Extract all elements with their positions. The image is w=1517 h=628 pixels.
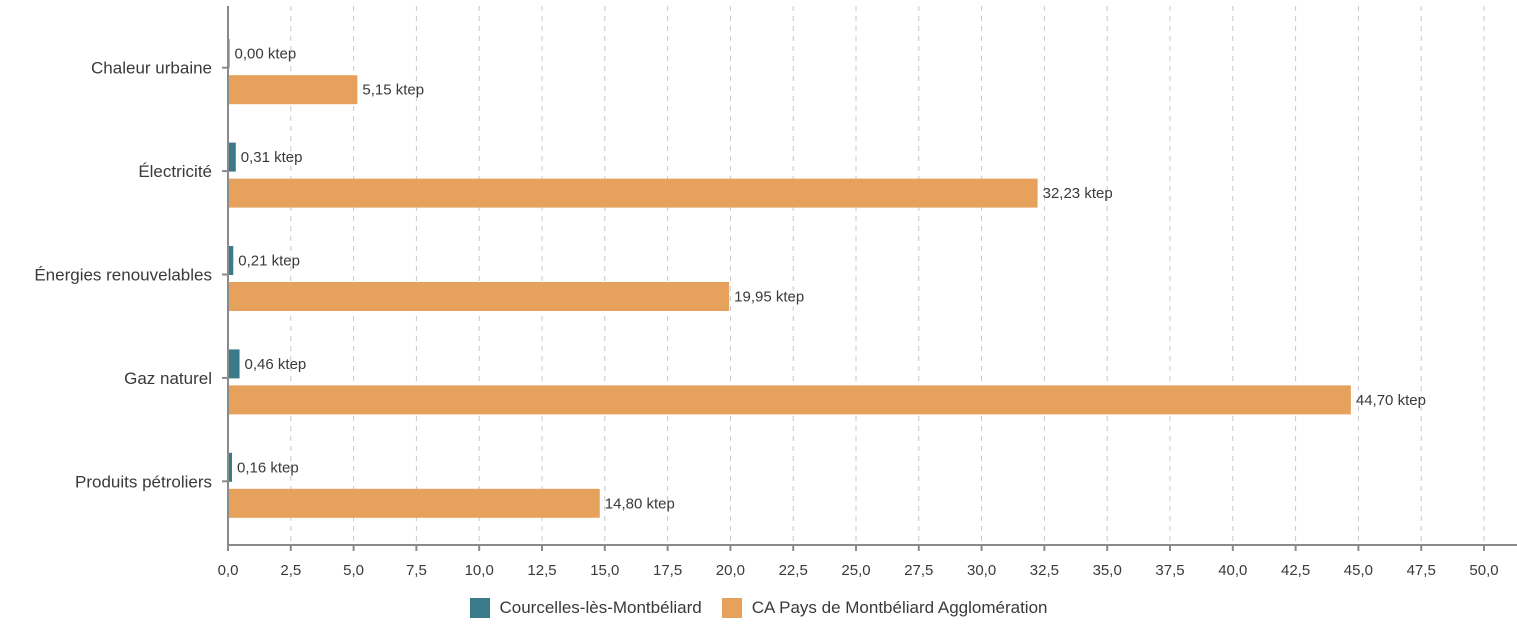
x-tick-label: 10,0 bbox=[465, 562, 494, 579]
x-tick-label: 15,0 bbox=[590, 562, 619, 579]
x-tick-label: 20,0 bbox=[716, 562, 745, 579]
x-tick-label: 45,0 bbox=[1344, 562, 1373, 579]
data-label: 0,16 ktep bbox=[237, 459, 299, 476]
bar-ca-pma[interactable] bbox=[228, 385, 1351, 415]
data-label: 0,21 ktep bbox=[238, 253, 300, 270]
category-label: Gaz naturel bbox=[124, 369, 212, 388]
x-tick-label: 37,5 bbox=[1155, 562, 1184, 579]
x-tick-label: 47,5 bbox=[1407, 562, 1436, 579]
x-tick-label: 7,5 bbox=[406, 562, 427, 579]
data-label: 0,31 ktep bbox=[241, 149, 303, 166]
x-tick-label: 0,0 bbox=[218, 562, 239, 579]
category-label: Énergies renouvelables bbox=[34, 266, 212, 285]
bar-courcelles[interactable] bbox=[228, 452, 233, 482]
category-label: Produits pétroliers bbox=[75, 472, 212, 491]
x-tick-label: 35,0 bbox=[1093, 562, 1122, 579]
legend-swatch bbox=[721, 598, 742, 618]
category-label: Chaleur urbaine bbox=[91, 59, 212, 78]
x-tick-label: 12,5 bbox=[527, 562, 556, 579]
category-label: Électricité bbox=[138, 162, 212, 181]
x-tick-label: 30,0 bbox=[967, 562, 996, 579]
bar-ca-pma[interactable] bbox=[228, 282, 730, 311]
data-label: 32,23 ktep bbox=[1043, 185, 1113, 202]
data-label: 0,46 ktep bbox=[245, 356, 307, 373]
bar-courcelles[interactable] bbox=[228, 246, 234, 275]
x-tick-label: 27,5 bbox=[904, 562, 933, 579]
data-label: 5,15 ktep bbox=[362, 82, 424, 99]
x-tick-label: 17,5 bbox=[653, 562, 682, 579]
x-tick-label: 5,0 bbox=[343, 562, 364, 579]
legend-item-series-2[interactable]: CA Pays de Montbéliard Agglomération bbox=[721, 598, 1048, 618]
x-tick-label: 42,5 bbox=[1281, 562, 1310, 579]
legend-label: CA Pays de Montbéliard Agglomération bbox=[751, 598, 1048, 617]
bar-chart: 0,00 ktep 5,15 ktep Chaleur urbaine 0,31 kt… bbox=[34, 6, 1517, 579]
x-tick-label: 25,0 bbox=[841, 562, 870, 579]
legend-label: Courcelles-lès-Montbéliard bbox=[499, 598, 702, 617]
legend-swatch bbox=[469, 598, 490, 618]
bar-ca-pma[interactable] bbox=[228, 178, 1038, 208]
data-label: 44,70 ktep bbox=[1356, 392, 1426, 409]
x-tick-label: 32,5 bbox=[1030, 562, 1059, 579]
x-tick-label: 50,0 bbox=[1469, 562, 1498, 579]
x-tick-label: 40,0 bbox=[1218, 562, 1247, 579]
x-tick-label: 22,5 bbox=[779, 562, 808, 579]
data-label: 0,00 ktep bbox=[235, 46, 297, 63]
legend: Courcelles-lès-Montbéliard CA Pays de Mo… bbox=[0, 598, 1517, 618]
bar-courcelles[interactable] bbox=[228, 142, 236, 172]
x-tick-label: 2,5 bbox=[280, 562, 301, 579]
bar-courcelles[interactable] bbox=[228, 349, 240, 379]
data-label: 14,80 ktep bbox=[605, 495, 675, 512]
legend-item-series-1[interactable]: Courcelles-lès-Montbéliard bbox=[469, 598, 702, 618]
data-label: 19,95 ktep bbox=[734, 289, 804, 306]
bar-ca-pma[interactable] bbox=[228, 488, 600, 518]
bar-ca-pma[interactable] bbox=[228, 75, 358, 105]
